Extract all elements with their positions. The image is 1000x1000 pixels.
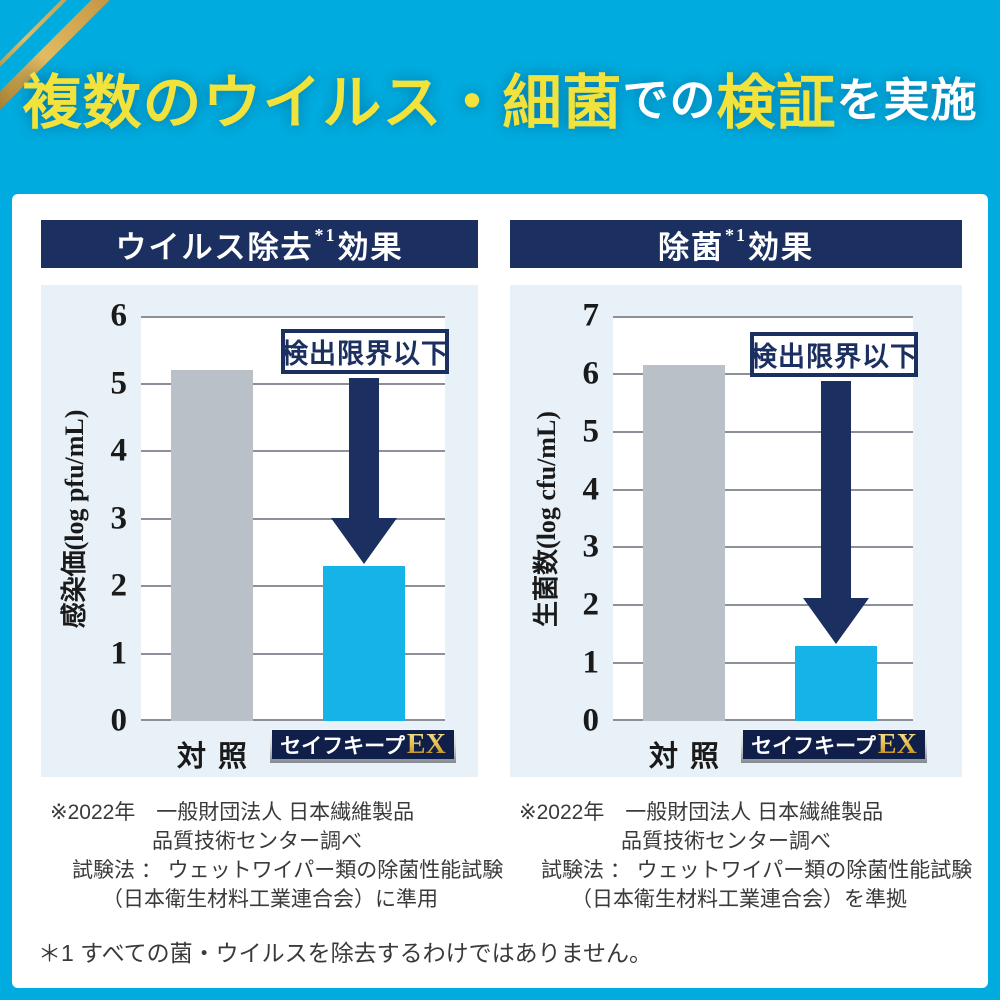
bacteria-product-bar [795,645,877,721]
virus-chart-title-bar: ウイルス除去 *1 効果 [41,220,478,268]
gridline-0 [613,719,913,721]
virus-control-label: 対照 [176,741,259,773]
headline-part1: 複数のウイルス・細菌 [22,69,623,136]
gridline-5 [613,430,913,433]
virus-source-line-4: （日本衛生材料工業連合会）に準用 [102,888,438,911]
bacteria-down-arrow-head [803,597,869,644]
gridline-3 [141,517,445,520]
bacteria-chart-title-suffix: 効果 [748,229,814,265]
virus-badge-brand-text: セイフキープ [280,734,405,758]
bacteria-chart-source-note: ※2022年 一般財団法人 日本繊維製品 品質技術センター調べ 試験法 ： ウェ… [510,798,973,914]
headline: 複数のウイルス・細菌 での 検証 を実施 [0,0,1000,194]
virus-chart-plot: 感染価(log pfu/mL) 検出限界以下 0 1 2 3 4 5 6 [60,299,449,737]
virus-source-line-2: 品質技術センター調べ [152,830,362,853]
bacteria-down-arrow-shaft [821,381,851,602]
bacteria-product-badge-frame: セイフキープ EX [741,729,927,763]
virus-chart-panel: 感染価(log pfu/mL) 検出限界以下 0 1 2 3 4 5 6 対照 セイフキープ… [41,285,478,777]
y-tick-4: 4 [110,432,128,469]
headline-part4: を実施 [836,75,978,126]
headline-part3: 検証 [716,69,837,136]
gridline-6 [141,316,445,318]
bacteria-control-bar [643,365,725,721]
virus-detection-limit-callout: 検出限界以下 [281,329,449,374]
y-tick-6: 6 [582,355,600,392]
asterisk-disclaimer: ＊1 すべての菌・ウイルスを除去するわけではありません。 [38,940,652,966]
y-tick-2: 2 [110,567,128,604]
bacteria-chart-panel: 生菌数(log cfu/mL) 検出限界以下 0 1 2 3 4 5 6 7 対照 セイフキー… [510,285,962,777]
bacteria-badge-brand-text: セイフキープ [751,734,876,758]
gridline-2 [141,585,445,587]
bacteria-badge-ex-text: EX [877,730,917,759]
virus-product-bar [323,565,405,721]
y-tick-1: 1 [582,644,600,681]
gridline-2 [613,604,913,607]
virus-product-badge-frame: セイフキープ EX [270,729,456,763]
y-tick-2: 2 [582,586,600,623]
virus-badge-ex-text: EX [406,730,446,759]
gridline-0 [141,719,445,721]
y-tick-5: 5 [110,365,128,401]
bacteria-source-line-1: ※2022年 一般財団法人 日本繊維製品 [519,801,884,824]
virus-control-bar [171,370,253,721]
y-tick-6: 6 [110,297,128,334]
bacteria-source-line-3: 試験法 ： ウェットワイパー類の除菌性能試験 [541,859,973,882]
bacteria-source-line-2: 品質技術センター調べ [621,830,831,853]
bacteria-chart-y-axis-label: 生菌数(log cfu/mL) [532,410,561,627]
bacteria-control-label: 対照 [648,741,731,773]
y-tick-7: 7 [582,297,600,334]
virus-chart-source-note: ※2022年 一般財団法人 日本繊維製品 品質技術センター調べ 試験法 ： ウェ… [41,798,504,914]
gridline-1 [141,652,445,655]
bacteria-product-badge: セイフキープ EX [743,730,925,759]
gridline-4 [613,488,913,491]
bacteria-chart-title: 除菌 [658,229,724,265]
virus-down-arrow-head [331,517,397,564]
virus-source-line-3: 試験法 ： ウェットワイパー類の除菌性能試験 [72,859,504,882]
virus-product-badge: セイフキープ EX [272,730,454,759]
bacteria-chart-title-bar: 除菌 *1 効果 [510,220,962,268]
y-tick-4: 4 [582,471,600,508]
y-tick-5: 5 [582,413,600,450]
bacteria-chart-column: 除菌 *1 効果 生菌数(log cfu/mL) 検出限界以下 0 1 2 3 4 5 6 7 対… [510,194,973,988]
gridline-3 [613,546,913,549]
bacteria-chart-plot: 生菌数(log cfu/mL) 検出限界以下 0 1 2 3 4 5 6 7 [532,299,918,737]
headline-part2: での [622,75,717,126]
virus-source-line-1: ※2022年 一般財団法人 日本繊維製品 [50,801,415,824]
gridline-1 [613,662,913,665]
virus-chart-title-sup: *1 [314,225,337,245]
bacteria-detection-limit-callout: 検出限界以下 [750,332,918,377]
virus-chart-y-axis-label: 感染価(log pfu/mL) [60,409,89,628]
gridline-5 [141,382,445,385]
gridline-7 [613,316,913,318]
bacteria-source-line-4: （日本衛生材料工業連合会）を準拠 [571,888,907,911]
y-tick-1: 1 [110,635,128,671]
bacteria-chart-title-sup: *1 [725,225,747,245]
y-tick-0: 0 [582,702,600,739]
y-tick-0: 0 [110,702,128,739]
virus-chart-title: ウイルス除去 [115,229,314,265]
y-tick-3: 3 [110,500,128,536]
virus-down-arrow-shaft [349,378,379,522]
virus-chart-title-suffix: 効果 [337,229,404,265]
y-tick-3: 3 [582,528,600,565]
gridline-4 [141,450,445,452]
virus-chart-column: ウイルス除去 *1 効果 感染価(log pfu/mL) 検出限界以下 0 1 2 3 4 5… [41,194,504,988]
